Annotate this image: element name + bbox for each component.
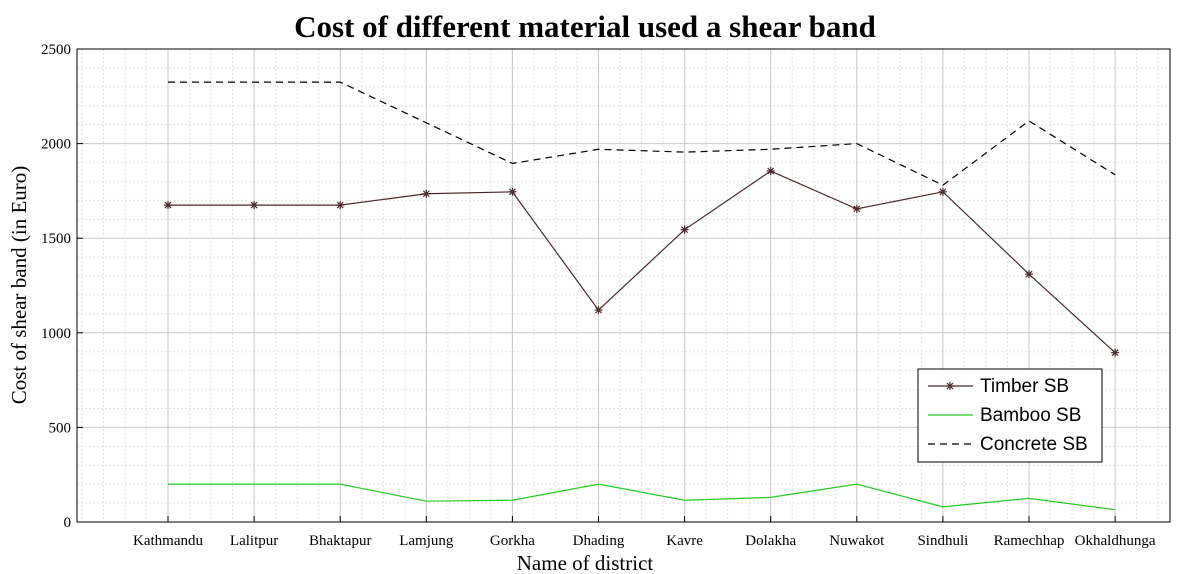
y-tick-label: 500 bbox=[49, 420, 72, 436]
data-point-timber-sb bbox=[422, 189, 431, 198]
y-axis-label: Cost of shear band (in Euro) bbox=[7, 166, 31, 405]
x-tick-label: Kathmandu bbox=[133, 533, 203, 549]
data-point-timber-sb bbox=[594, 306, 603, 315]
data-point-timber-sb bbox=[336, 201, 345, 210]
legend-label-bamboo-sb: Bamboo SB bbox=[980, 405, 1081, 426]
x-tick-label: Lamjung bbox=[399, 533, 454, 549]
x-tick-label: Nuwakot bbox=[829, 533, 885, 549]
star-stroke bbox=[595, 306, 602, 314]
x-tick-label: Dolakha bbox=[745, 533, 796, 549]
star-stroke bbox=[422, 190, 430, 198]
data-point-timber-sb bbox=[1025, 270, 1033, 279]
y-axis: 0 500 1000 1500 2000 2500 bbox=[41, 42, 83, 531]
series-layer bbox=[164, 81, 1120, 511]
x-axis-label: Name of district bbox=[517, 551, 654, 574]
series-line-bamboo-sb bbox=[168, 483, 1116, 511]
data-point-timber-sb bbox=[938, 187, 947, 196]
y-tick-label: 1000 bbox=[41, 326, 71, 342]
x-tick-label: Okhaldhunga bbox=[1075, 533, 1156, 549]
legend: Timber SB Bamboo SB Concrete SB bbox=[917, 368, 1103, 463]
legend-marker-timber-sb bbox=[946, 382, 954, 390]
star-stroke bbox=[250, 201, 258, 209]
star-stroke bbox=[164, 201, 172, 209]
data-point-timber-sb bbox=[766, 167, 775, 176]
data-point-timber-sb bbox=[680, 225, 689, 234]
star-stroke bbox=[1111, 349, 1119, 357]
series-line-timber-sb bbox=[168, 170, 1116, 354]
star-stroke bbox=[946, 382, 954, 390]
star-stroke bbox=[939, 188, 947, 196]
star-stroke bbox=[681, 226, 689, 234]
star-stroke bbox=[853, 205, 861, 213]
y-tick-label: 2500 bbox=[41, 42, 71, 58]
y-tick-label: 1500 bbox=[41, 231, 71, 247]
y-tick-label: 2000 bbox=[41, 137, 71, 153]
data-point-timber-sb bbox=[1111, 348, 1120, 357]
star-stroke bbox=[336, 201, 344, 209]
data-point-timber-sb bbox=[852, 204, 861, 213]
data-point-timber-sb bbox=[250, 201, 259, 210]
x-tick-label: Lalitpur bbox=[230, 533, 278, 549]
x-tick-label: Sindhuli bbox=[917, 533, 968, 549]
star-stroke bbox=[1025, 270, 1033, 278]
series-line-concrete-sb bbox=[168, 81, 1116, 186]
y-tick-label: 0 bbox=[64, 515, 72, 531]
x-tick-label: Dhading bbox=[573, 533, 625, 549]
star-stroke bbox=[767, 167, 775, 175]
x-axis: Kathmandu Lalitpur Bhaktapur Lamjung Gorkha D… bbox=[133, 516, 1156, 549]
legend-label-timber-sb: Timber SB bbox=[980, 376, 1069, 397]
data-point-timber-sb bbox=[164, 201, 172, 210]
chart-title: Cost of different material used a shear … bbox=[294, 9, 876, 44]
legend-label-concrete-sb: Concrete SB bbox=[980, 434, 1088, 455]
plot-frame bbox=[76, 48, 1171, 523]
star-stroke bbox=[508, 188, 516, 196]
data-point-timber-sb bbox=[508, 187, 517, 196]
x-tick-label: Bhaktapur bbox=[309, 533, 371, 549]
x-tick-label: Gorkha bbox=[490, 533, 535, 549]
x-tick-label: Ramechhap bbox=[994, 533, 1065, 549]
x-tick-label: Kavre bbox=[666, 533, 703, 549]
